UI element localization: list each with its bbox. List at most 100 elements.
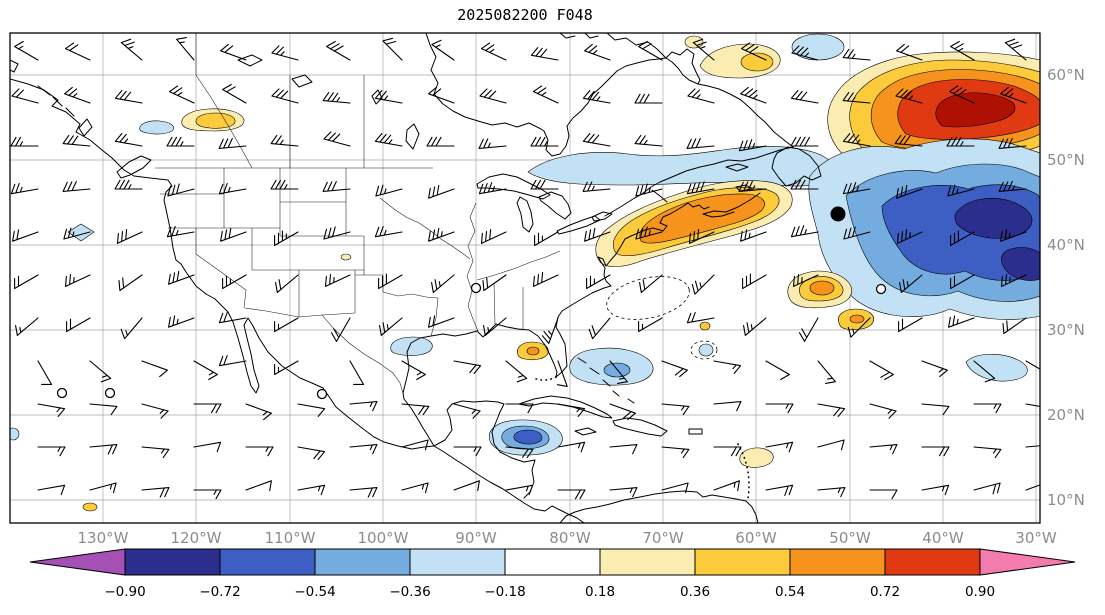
wind-barb: [62, 134, 91, 147]
alaska-islands: [10, 59, 75, 117]
wind-barb: [1004, 38, 1027, 61]
wind-barb: [480, 42, 507, 61]
wind-barb: [141, 403, 169, 419]
anomaly-region: [849, 314, 865, 324]
lat-tick-label: 40°N: [1047, 236, 1085, 254]
wind-barb: [765, 403, 794, 414]
wind-barb: [842, 133, 871, 147]
wind-barb: [765, 484, 794, 497]
wind-barb: [1025, 484, 1040, 491]
lon-tick-label: 50°W: [829, 529, 871, 547]
wind-barb: [379, 317, 403, 336]
lake-ontario: [591, 211, 613, 222]
lon-tick-label: 110°W: [265, 529, 316, 547]
great-slave-lake: [237, 54, 263, 67]
wind-barb: [713, 446, 742, 457]
wind-barb: [401, 403, 430, 416]
wind-barb: [921, 484, 950, 496]
wind-barb: [843, 226, 871, 240]
wind-barb: [11, 88, 39, 104]
lake-superior: [476, 173, 551, 200]
wind-barb: [167, 183, 195, 197]
wind-barb: [324, 273, 351, 287]
wind-barb: [89, 444, 118, 455]
wind-barb: [453, 403, 481, 419]
wind-barb: [297, 484, 326, 496]
wind-barb: [541, 317, 559, 344]
wind-barb: [270, 179, 299, 190]
wind-barbs: [10, 37, 1040, 500]
wind-barb: [686, 137, 715, 149]
colorbar-tick-label: 0.54: [775, 584, 805, 600]
wind-barb: [743, 317, 767, 336]
wind-barb: [64, 42, 91, 61]
colorbar-segment: [789, 548, 886, 576]
lat-tick-label: 50°N: [1047, 151, 1085, 169]
lake-erie: [556, 215, 601, 235]
wind-barb: [609, 487, 638, 498]
anomaly-region: [809, 280, 835, 296]
wind-barb: [453, 360, 482, 374]
lake-huron: [538, 191, 572, 220]
wind-barb: [1002, 317, 1027, 335]
wind-barb: [869, 444, 898, 455]
wind-barb: [141, 360, 168, 378]
wind-barb: [220, 227, 247, 242]
coast-gaspe: [651, 189, 668, 203]
wind-barb: [765, 360, 790, 381]
wind-barb: [1000, 86, 1027, 104]
wind-barb: [275, 274, 299, 293]
wind-barb: [899, 274, 923, 293]
wind-barb: [950, 40, 975, 61]
wind-barb: [245, 446, 274, 457]
lake-michigan: [516, 196, 534, 233]
hispaniola: [612, 417, 668, 437]
wind-barb: [947, 184, 975, 197]
lon-tick-label: 70°W: [642, 529, 684, 547]
coast-arctic-islands: [559, 33, 599, 39]
wind-barb: [349, 360, 365, 385]
wind-barb: [921, 403, 950, 416]
axis-labels: 130°W 120°W 110°W 100°W 90°W 80°W 70°W 60°W 50°W…: [78, 66, 1085, 547]
wind-barb: [114, 179, 143, 190]
lon-tick-label: 100°W: [358, 529, 409, 547]
wind-barb: [688, 229, 715, 244]
wind-barb: [114, 133, 143, 147]
lon-tick-label: 40°W: [922, 529, 964, 547]
wind-barb: [530, 136, 559, 147]
wind-barb: [428, 184, 455, 199]
colorbar-segment: [599, 548, 696, 576]
colorbar-segment: [884, 548, 981, 576]
wind-barb: [505, 484, 534, 496]
puerto-rico: [688, 428, 703, 435]
wind-barb: [505, 403, 534, 414]
wind-barb: [505, 360, 528, 383]
wind-barb: [842, 48, 871, 61]
wind-barb: [271, 45, 299, 61]
wind-barb: [428, 315, 455, 328]
colorbar: −0.90 −0.72 −0.54 −0.36 −0.18 0.18 0.36 0.54 0.7…: [29, 548, 1076, 600]
colorbar-over-arrow: [979, 548, 1076, 576]
wind-barb: [168, 270, 195, 285]
wind-barb: [842, 182, 871, 195]
colorbar-segment: [314, 548, 411, 576]
lon-tick-label: 30°W: [1015, 529, 1057, 547]
wind-barb: [557, 489, 586, 500]
wind-barb: [14, 274, 39, 290]
wind-barb: [274, 230, 299, 247]
haida-gwaii: [78, 118, 93, 137]
wind-barb: [270, 134, 299, 147]
wind-barb: [428, 227, 455, 242]
wind-barb: [479, 88, 507, 104]
florida-keys: [533, 376, 557, 381]
wind-barb: [323, 131, 351, 147]
wind-barb: [120, 38, 143, 61]
calm-station-circle: [875, 283, 887, 295]
cuba: [518, 395, 613, 419]
wind-barb: [557, 441, 586, 453]
colorbar-segment: [409, 548, 506, 576]
wind-barb: [842, 91, 871, 104]
wind-barb: [220, 43, 247, 61]
wind-barb: [738, 139, 767, 152]
